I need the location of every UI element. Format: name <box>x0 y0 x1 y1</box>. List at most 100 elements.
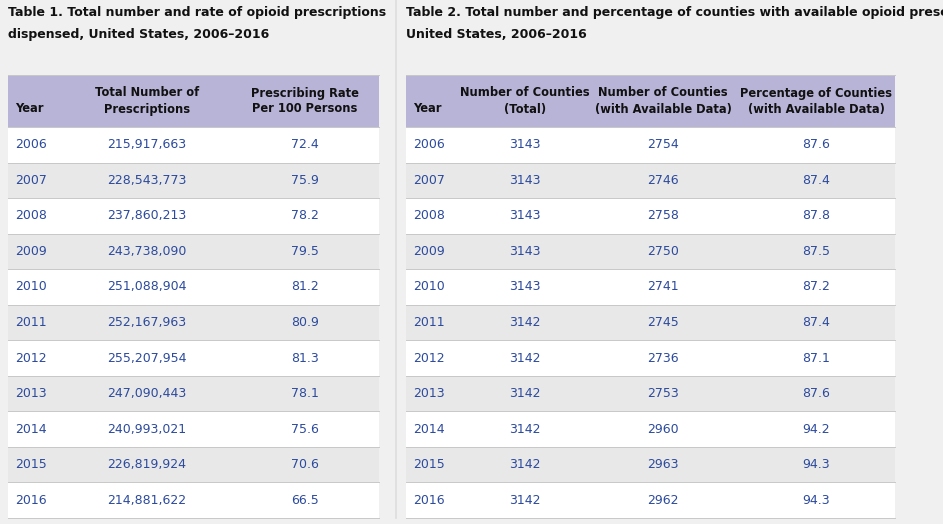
Text: 3142: 3142 <box>509 423 540 435</box>
Text: 2009: 2009 <box>413 245 445 258</box>
Text: 2014: 2014 <box>413 423 445 435</box>
Text: 72.4: 72.4 <box>291 138 319 151</box>
Text: Prescribing Rate: Prescribing Rate <box>251 86 359 100</box>
Text: (with Available Data): (with Available Data) <box>595 103 732 115</box>
Text: 79.5: 79.5 <box>291 245 319 258</box>
Bar <box>8 162 379 198</box>
Bar <box>8 198 379 234</box>
Text: 80.9: 80.9 <box>291 316 319 329</box>
Bar <box>406 269 895 305</box>
Bar <box>406 305 895 340</box>
Text: 2013: 2013 <box>413 387 445 400</box>
Text: Year: Year <box>15 103 43 115</box>
Text: 87.4: 87.4 <box>802 174 830 187</box>
Text: 240,993,021: 240,993,021 <box>108 423 187 435</box>
Text: (with Available Data): (with Available Data) <box>748 103 885 115</box>
Text: Table 2. Total number and percentage of counties with available opioid prescribi: Table 2. Total number and percentage of … <box>406 6 943 19</box>
Text: 3143: 3143 <box>509 210 540 222</box>
Text: 2006: 2006 <box>15 138 47 151</box>
Text: 2758: 2758 <box>647 210 679 222</box>
Bar <box>406 376 895 411</box>
Bar <box>8 411 379 447</box>
Text: dispensed, United States, 2006–2016: dispensed, United States, 2006–2016 <box>8 28 270 41</box>
Text: 2006: 2006 <box>413 138 445 151</box>
Text: 3142: 3142 <box>509 352 540 365</box>
Text: (Total): (Total) <box>504 103 546 115</box>
Bar <box>406 411 895 447</box>
Text: 87.1: 87.1 <box>802 352 830 365</box>
Bar <box>406 75 895 127</box>
Text: 66.5: 66.5 <box>291 494 319 507</box>
Bar <box>8 234 379 269</box>
Text: 2010: 2010 <box>15 280 47 293</box>
Text: 251,088,904: 251,088,904 <box>108 280 187 293</box>
Text: Year: Year <box>413 103 441 115</box>
Bar <box>406 340 895 376</box>
Bar <box>406 447 895 483</box>
Text: 2746: 2746 <box>647 174 679 187</box>
Text: 78.2: 78.2 <box>291 210 319 222</box>
Text: 2745: 2745 <box>647 316 679 329</box>
Text: 94.3: 94.3 <box>802 458 830 471</box>
Text: Total Number of: Total Number of <box>95 86 199 100</box>
Text: 81.3: 81.3 <box>291 352 319 365</box>
Text: 3143: 3143 <box>509 174 540 187</box>
Text: Prescriptions: Prescriptions <box>104 103 190 115</box>
Text: 226,819,924: 226,819,924 <box>108 458 187 471</box>
Text: 2011: 2011 <box>413 316 445 329</box>
Bar <box>8 376 379 411</box>
Text: 228,543,773: 228,543,773 <box>108 174 187 187</box>
Text: Per 100 Persons: Per 100 Persons <box>253 103 357 115</box>
Text: 2963: 2963 <box>647 458 679 471</box>
Text: 2014: 2014 <box>15 423 46 435</box>
Text: United States, 2006–2016: United States, 2006–2016 <box>406 28 587 41</box>
Bar <box>406 162 895 198</box>
Text: 215,917,663: 215,917,663 <box>108 138 187 151</box>
Text: 87.4: 87.4 <box>802 316 830 329</box>
Bar <box>406 127 895 162</box>
Text: 3142: 3142 <box>509 316 540 329</box>
Text: 87.6: 87.6 <box>802 138 830 151</box>
Bar <box>8 483 379 518</box>
Text: 2015: 2015 <box>413 458 445 471</box>
Text: 2753: 2753 <box>647 387 679 400</box>
Text: 87.8: 87.8 <box>802 210 830 222</box>
Text: 2007: 2007 <box>15 174 47 187</box>
Bar <box>8 127 379 162</box>
Text: 2750: 2750 <box>647 245 679 258</box>
Text: 2015: 2015 <box>15 458 47 471</box>
Text: 75.9: 75.9 <box>291 174 319 187</box>
Text: 3143: 3143 <box>509 245 540 258</box>
Text: 2962: 2962 <box>647 494 679 507</box>
Text: 3142: 3142 <box>509 494 540 507</box>
Text: 243,738,090: 243,738,090 <box>108 245 187 258</box>
Text: 87.2: 87.2 <box>802 280 830 293</box>
Text: 3143: 3143 <box>509 138 540 151</box>
Text: 237,860,213: 237,860,213 <box>108 210 187 222</box>
Text: 255,207,954: 255,207,954 <box>108 352 187 365</box>
Text: Number of Counties: Number of Counties <box>598 86 728 100</box>
Bar <box>8 305 379 340</box>
Text: 87.6: 87.6 <box>802 387 830 400</box>
Text: 2007: 2007 <box>413 174 445 187</box>
Text: 2741: 2741 <box>647 280 679 293</box>
Bar <box>406 483 895 518</box>
Text: 3143: 3143 <box>509 280 540 293</box>
Bar <box>8 75 379 127</box>
Text: 2736: 2736 <box>647 352 679 365</box>
Bar <box>8 340 379 376</box>
Text: 2008: 2008 <box>15 210 47 222</box>
Text: 252,167,963: 252,167,963 <box>108 316 187 329</box>
Text: 2009: 2009 <box>15 245 47 258</box>
Text: Table 1. Total number and rate of opioid prescriptions: Table 1. Total number and rate of opioid… <box>8 6 386 19</box>
Text: 2011: 2011 <box>15 316 46 329</box>
Text: 2016: 2016 <box>413 494 445 507</box>
Text: 2008: 2008 <box>413 210 445 222</box>
Text: 94.2: 94.2 <box>802 423 830 435</box>
Bar <box>8 269 379 305</box>
Text: 75.6: 75.6 <box>291 423 319 435</box>
Text: 247,090,443: 247,090,443 <box>108 387 187 400</box>
Text: Percentage of Counties: Percentage of Counties <box>740 86 892 100</box>
Text: 2960: 2960 <box>647 423 679 435</box>
Text: 2013: 2013 <box>15 387 46 400</box>
